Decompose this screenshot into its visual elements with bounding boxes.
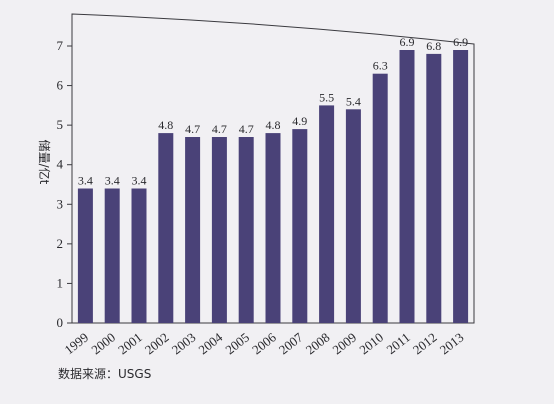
x-tick-label-2001: 2001 [115,330,145,358]
x-tick-label-2006: 2006 [249,329,279,357]
x-tick-label-2010: 2010 [356,330,386,358]
x-tick-label-2011: 2011 [383,330,412,358]
x-tick-label-2000: 2000 [88,330,118,358]
bar-2002 [158,133,174,323]
bar-2010 [372,73,388,323]
data-label-2007: 4.9 [292,114,307,128]
bar-2003 [185,137,201,323]
bar-2006 [265,133,281,323]
data-label-2009: 5.4 [346,94,361,108]
data-label-2001: 3.4 [132,174,147,188]
bar-2004 [211,137,227,323]
bar-2009 [345,109,361,323]
data-label-2000: 3.4 [105,174,120,188]
x-tick-label-2012: 2012 [410,330,440,358]
data-label-2004: 4.7 [212,122,227,136]
x-tick-label-2009: 2009 [330,330,360,358]
bar-2007 [292,129,308,323]
data-label-2010: 6.3 [373,59,388,73]
bars [77,50,469,324]
data-labels: 3.4 3.4 3.4 4.8 4.7 4.7 4.7 4.8 4.9 5.5 5.4 6.3 6.9 6… [78,35,468,188]
bar-2000 [104,188,120,323]
bar-2011 [399,50,415,323]
data-label-2005: 4.7 [239,122,254,136]
source-note: 数据来源：USGS [58,367,152,381]
bar-2001 [131,188,147,323]
bar-2012 [426,53,442,324]
data-label-2008: 5.5 [319,90,334,104]
x-tick-label-2005: 2005 [222,330,252,358]
y-tick-label: 5 [57,117,64,132]
data-label-2003: 4.7 [185,122,200,136]
y-axis-title: 储量/亿t [37,140,52,185]
data-label-1999: 3.4 [78,174,93,188]
bar-2005 [238,137,254,323]
y-tick-label: 3 [57,196,64,211]
x-tick-label-1999: 1999 [62,330,92,358]
x-tick-label-2002: 2002 [142,330,172,358]
y-tick-label: 1 [57,275,64,290]
y-tick-label: 7 [57,38,64,53]
y-axis: 0 1 2 3 4 5 6 7 [57,38,72,330]
data-label-2006: 4.8 [266,118,281,132]
x-axis: 1999200020012002200320042005200620072008… [62,329,467,357]
data-label-2002: 4.8 [158,118,173,132]
plot-border [71,13,475,324]
data-label-2011: 6.9 [400,35,415,49]
x-tick-label-2013: 2013 [437,330,467,358]
y-tick-label: 4 [57,157,64,172]
bar-2013 [453,50,469,323]
bar-1999 [77,188,93,323]
x-tick-label-2003: 2003 [169,330,199,358]
x-tick-label-2008: 2008 [303,330,333,358]
plot-frame [71,13,475,324]
data-label-2012: 6.8 [426,39,441,53]
y-tick-label: 6 [57,78,64,93]
x-tick-label-2004: 2004 [196,329,226,357]
data-label-2013: 6.9 [453,35,468,49]
y-tick-label: 2 [57,236,64,251]
x-tick-label-2007: 2007 [276,329,306,357]
bar-2008 [319,105,335,324]
y-tick-label: 0 [57,315,64,330]
